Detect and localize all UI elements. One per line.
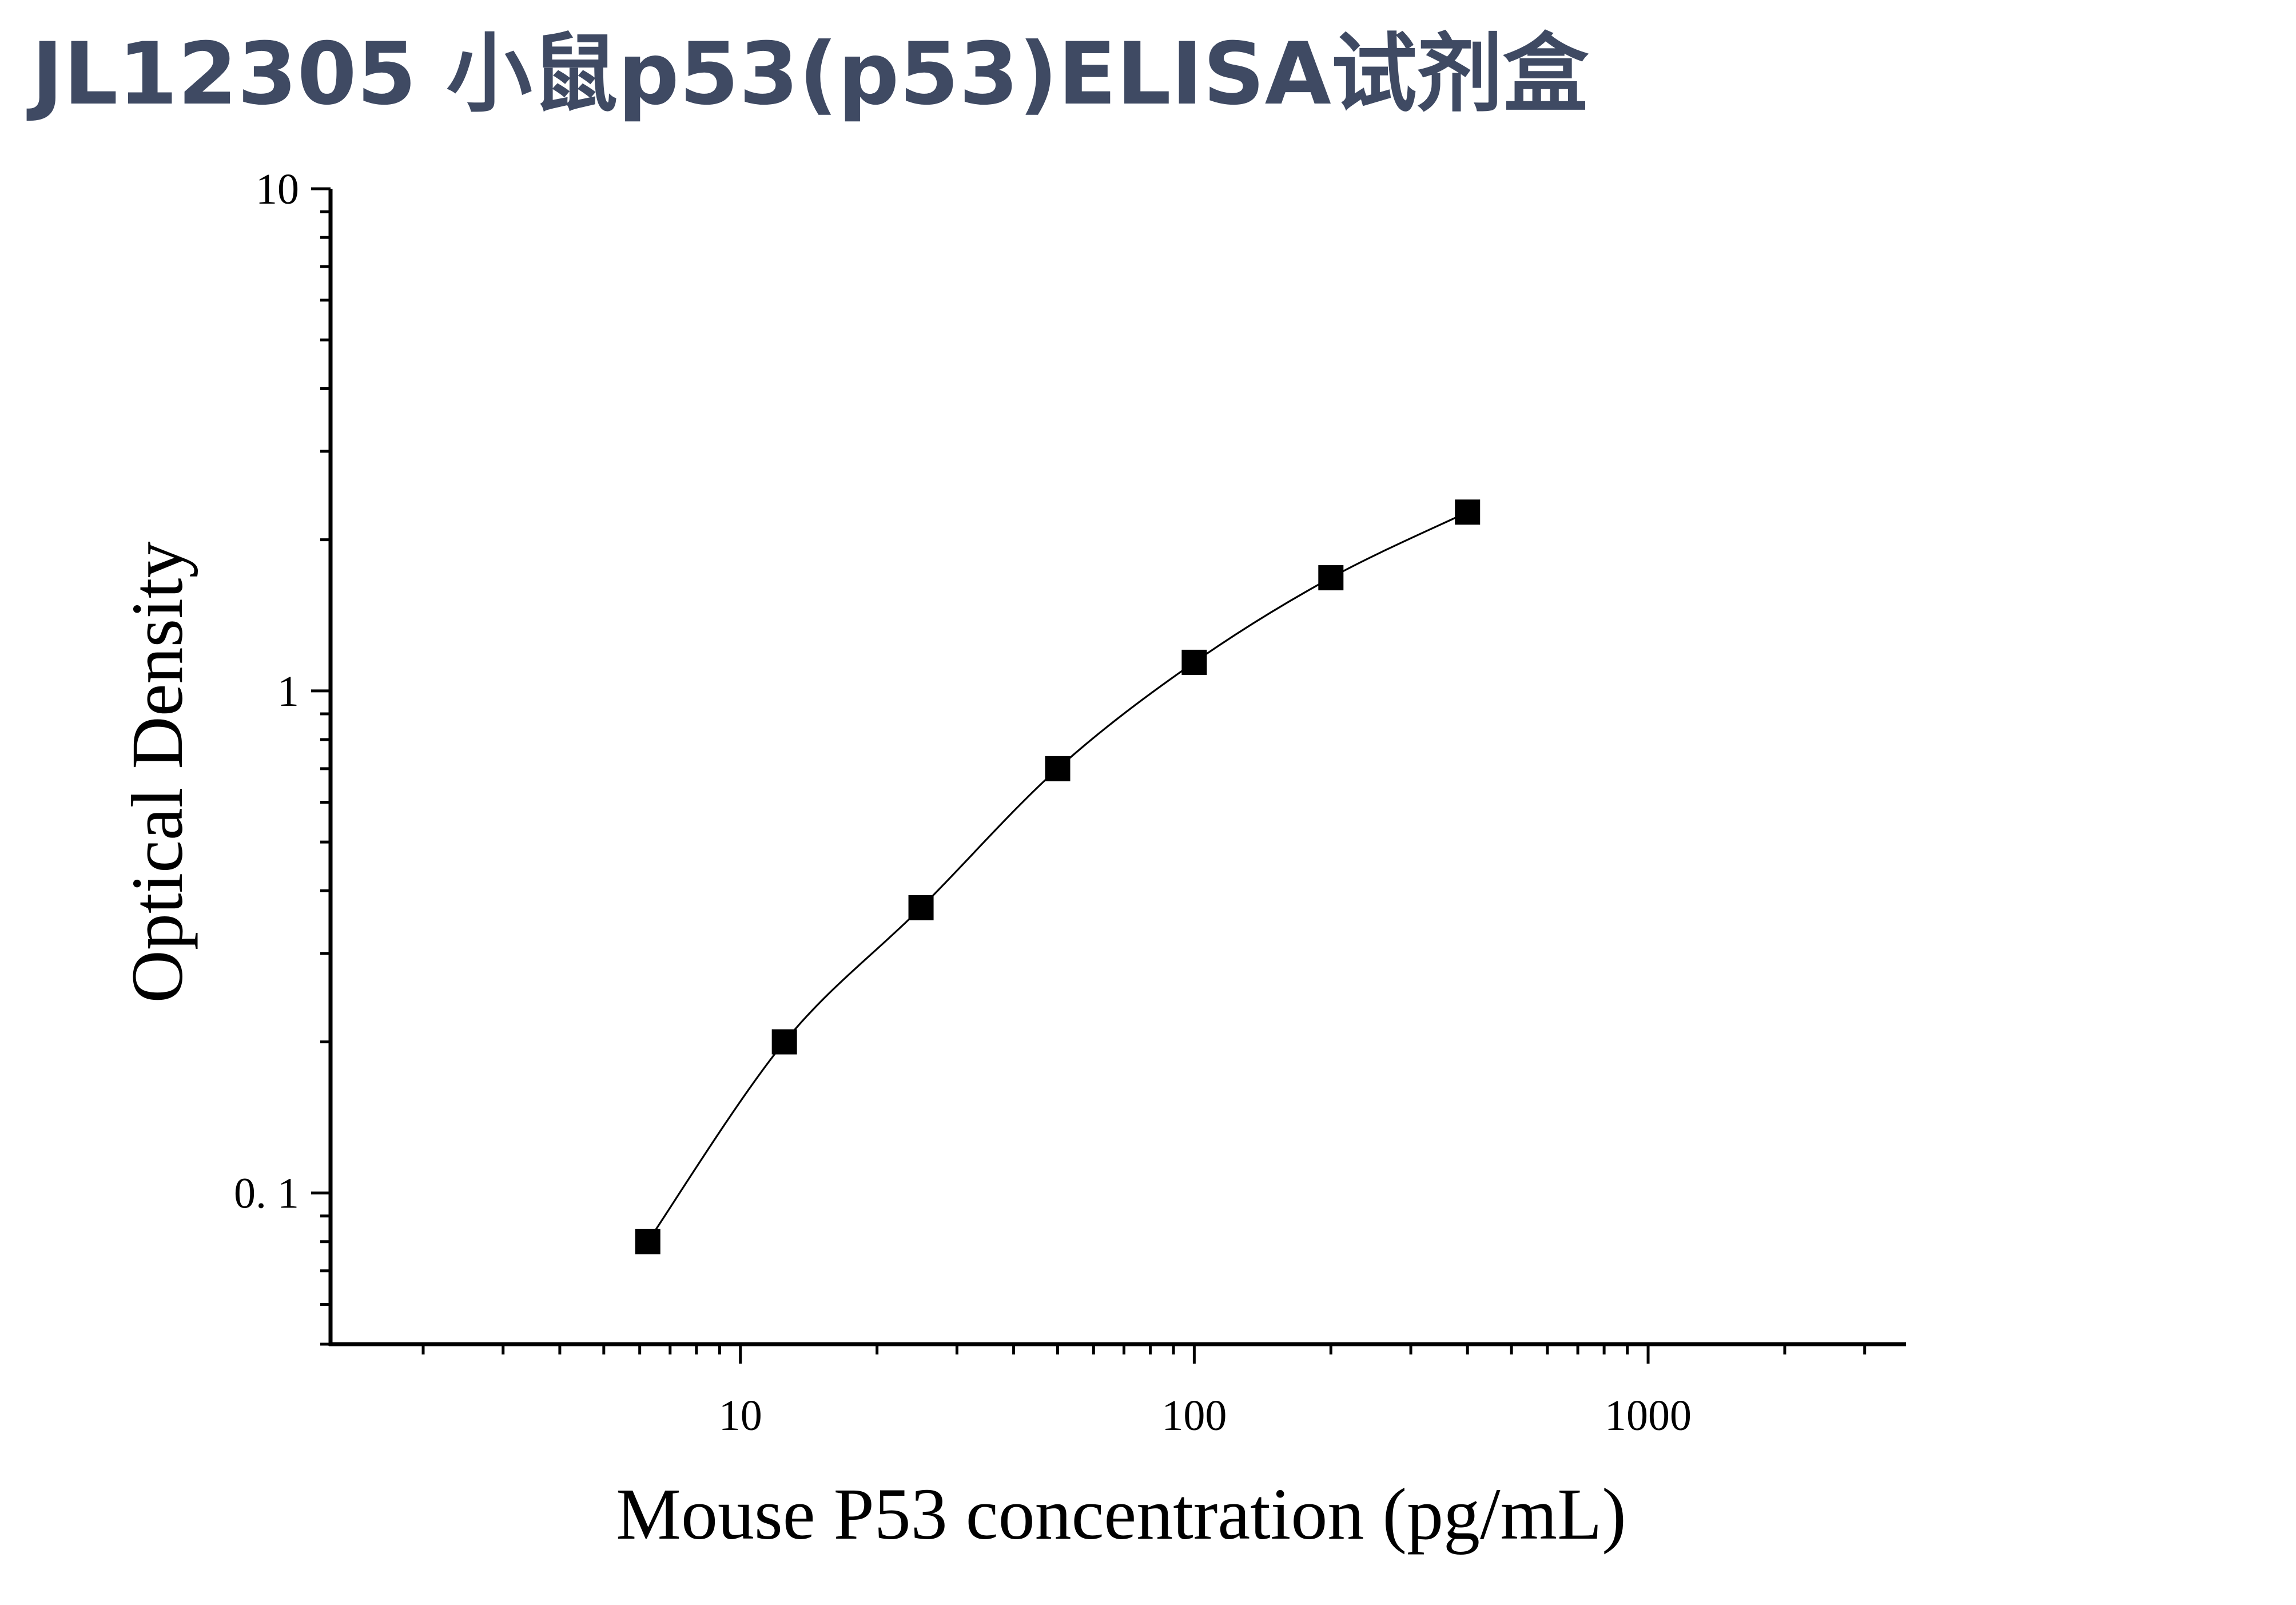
data-markers [635, 499, 1480, 1254]
y-tick-label: 0. 1 [234, 1170, 299, 1218]
data-point [909, 895, 934, 920]
fit-curve [648, 512, 1467, 1241]
major-ticks [311, 189, 1648, 1364]
data-point [1045, 756, 1070, 781]
data-point [772, 1029, 797, 1054]
y-axis-title: Optical Density [117, 542, 198, 1003]
x-tick-label: 10 [719, 1392, 762, 1440]
x-tick-label: 1000 [1605, 1392, 1692, 1440]
data-point [1181, 650, 1207, 675]
data-point [635, 1229, 660, 1254]
y-tick-label: 10 [256, 165, 299, 213]
data-point [1455, 499, 1480, 525]
x-tick-label: 100 [1161, 1392, 1227, 1440]
data-point [1318, 565, 1343, 590]
y-tick-label: 1 [277, 668, 299, 716]
minor-ticks [320, 212, 1865, 1354]
x-axis-title: Mouse P53 concentration (pg/mL) [616, 1473, 1626, 1555]
tick-labels: 10 100 1000 0. 1 1 10 [234, 165, 1692, 1440]
